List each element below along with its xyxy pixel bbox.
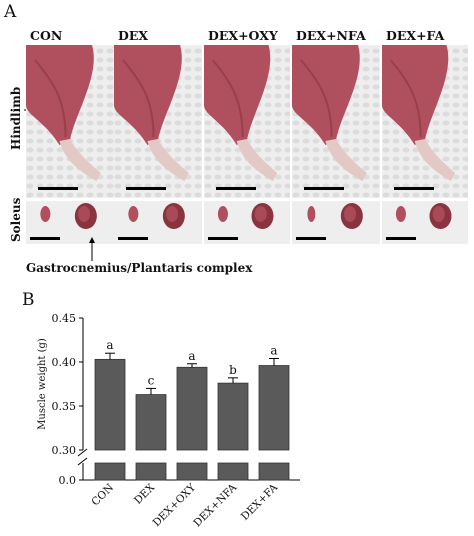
significance-letter: c	[148, 373, 155, 387]
bar-lower	[135, 462, 167, 481]
significance-letter: a	[270, 343, 277, 357]
bar-lower	[94, 462, 126, 481]
bar-upper	[258, 365, 290, 451]
gastrocnemius-caption: Gastrocnemius/Plantaris complex	[26, 261, 253, 275]
hindlimb-photo	[204, 45, 290, 198]
x-tick-label: CON	[89, 482, 116, 509]
scale-bar	[386, 237, 416, 240]
scale-bar	[216, 187, 256, 190]
axis-break-mark	[77, 448, 88, 457]
bar-upper	[176, 366, 208, 451]
muscle-photo	[204, 201, 290, 244]
group-label: CON	[30, 28, 63, 43]
group-label: DEX+OXY	[208, 28, 278, 43]
soleus-row-label: Soleus	[9, 197, 23, 242]
bar-upper	[135, 394, 167, 451]
significance-letter: a	[188, 349, 195, 363]
axis-break-mark	[77, 457, 88, 466]
panel-a-letter: A	[4, 2, 17, 22]
y-tick-label: 0.0	[59, 474, 77, 487]
scale-bar	[126, 187, 166, 190]
hindlimb-photo	[292, 45, 380, 198]
significance-letter: b	[229, 363, 237, 377]
scale-bar	[208, 237, 238, 240]
y-tick-label: 0.30	[52, 444, 77, 457]
hindlimb-photo	[26, 45, 114, 198]
x-tick-label: DEX+FA	[239, 481, 281, 523]
x-tick-label: DEX+NFA	[191, 481, 239, 529]
scale-bar	[38, 187, 78, 190]
muscle-photo	[292, 201, 380, 244]
bar-upper	[217, 382, 249, 451]
y-axis-label: Muscle weight (g)	[37, 338, 48, 430]
bar-lower	[176, 462, 208, 481]
bar-upper	[94, 358, 126, 451]
muscle-photo	[382, 201, 468, 244]
muscle-photo	[26, 201, 114, 244]
group-label: DEX	[118, 28, 149, 43]
scale-bar	[296, 237, 326, 240]
x-tick-label: DEX	[132, 481, 158, 507]
significance-letter: a	[106, 338, 113, 352]
scale-bar	[118, 237, 148, 240]
y-tick-label: 0.40	[52, 356, 77, 369]
gastrocnemius-arrow	[89, 237, 95, 261]
muscle-photo	[114, 201, 202, 244]
bar-lower	[217, 462, 249, 481]
panel-b-letter: B	[22, 290, 35, 310]
hindlimb-row-label: Hindlimb	[9, 86, 23, 150]
muscle-weight-chart: 0.30 0.35 0.40 0.45 0.0 Muscle weight (g) a CON…	[37, 312, 300, 529]
chart-bars	[94, 352, 290, 481]
y-tick-label: 0.45	[52, 312, 77, 325]
hindlimb-photo	[114, 45, 202, 198]
group-label: DEX+FA	[386, 28, 445, 43]
hindlimb-photo	[382, 45, 468, 198]
scale-bar	[304, 187, 344, 190]
scale-bar	[30, 237, 60, 240]
bar-lower	[258, 462, 290, 481]
group-label: DEX+NFA	[296, 28, 366, 43]
scale-bar	[394, 187, 434, 190]
y-tick-label: 0.35	[52, 400, 77, 413]
